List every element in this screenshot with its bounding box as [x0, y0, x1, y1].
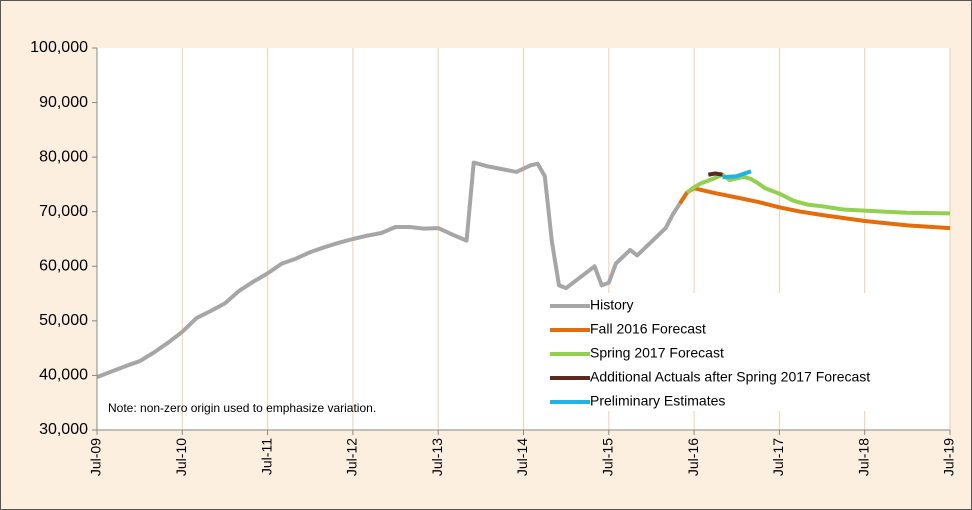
legend-label: History [590, 297, 634, 313]
x-tick-label: Jul-13 [429, 438, 445, 476]
legend [540, 293, 945, 411]
x-tick-label: Jul-17 [770, 438, 786, 476]
series-line [96, 160, 682, 379]
legend-label: Additional Actuals after Spring 2017 For… [590, 369, 870, 385]
y-tick-label: 60,000 [39, 258, 88, 275]
y-tick-label: 50,000 [39, 312, 88, 329]
x-tick-label: Jul-19 [941, 438, 957, 476]
y-tick-label: 80,000 [39, 148, 88, 165]
y-tick-label: 90,000 [39, 94, 88, 111]
x-tick-label: Jul-14 [514, 438, 530, 476]
legend-label: Fall 2016 Forecast [590, 321, 706, 337]
x-tick-label: Jul-09 [88, 438, 104, 476]
series-line [685, 172, 951, 216]
x-tick-label: Jul-12 [344, 438, 360, 476]
legend-label: Preliminary Estimates [590, 393, 725, 409]
y-tick-label: 40,000 [39, 367, 88, 384]
series-line [707, 171, 723, 177]
note: Note: non-zero origin used to emphasize … [108, 401, 376, 415]
x-tick-label: Jul-11 [258, 438, 274, 475]
x-tick-label: Jul-15 [600, 438, 616, 476]
y-tick-label: 30,000 [39, 421, 88, 438]
x-tick-label: Jul-18 [855, 438, 871, 476]
series-line [722, 169, 752, 180]
y-tick-label: 70,000 [39, 203, 88, 220]
x-tick-label: Jul-16 [685, 438, 701, 476]
y-tick-label: 100,000 [30, 39, 88, 56]
legend-label: Spring 2017 Forecast [590, 345, 724, 361]
x-tick-label: Jul-10 [173, 438, 189, 476]
